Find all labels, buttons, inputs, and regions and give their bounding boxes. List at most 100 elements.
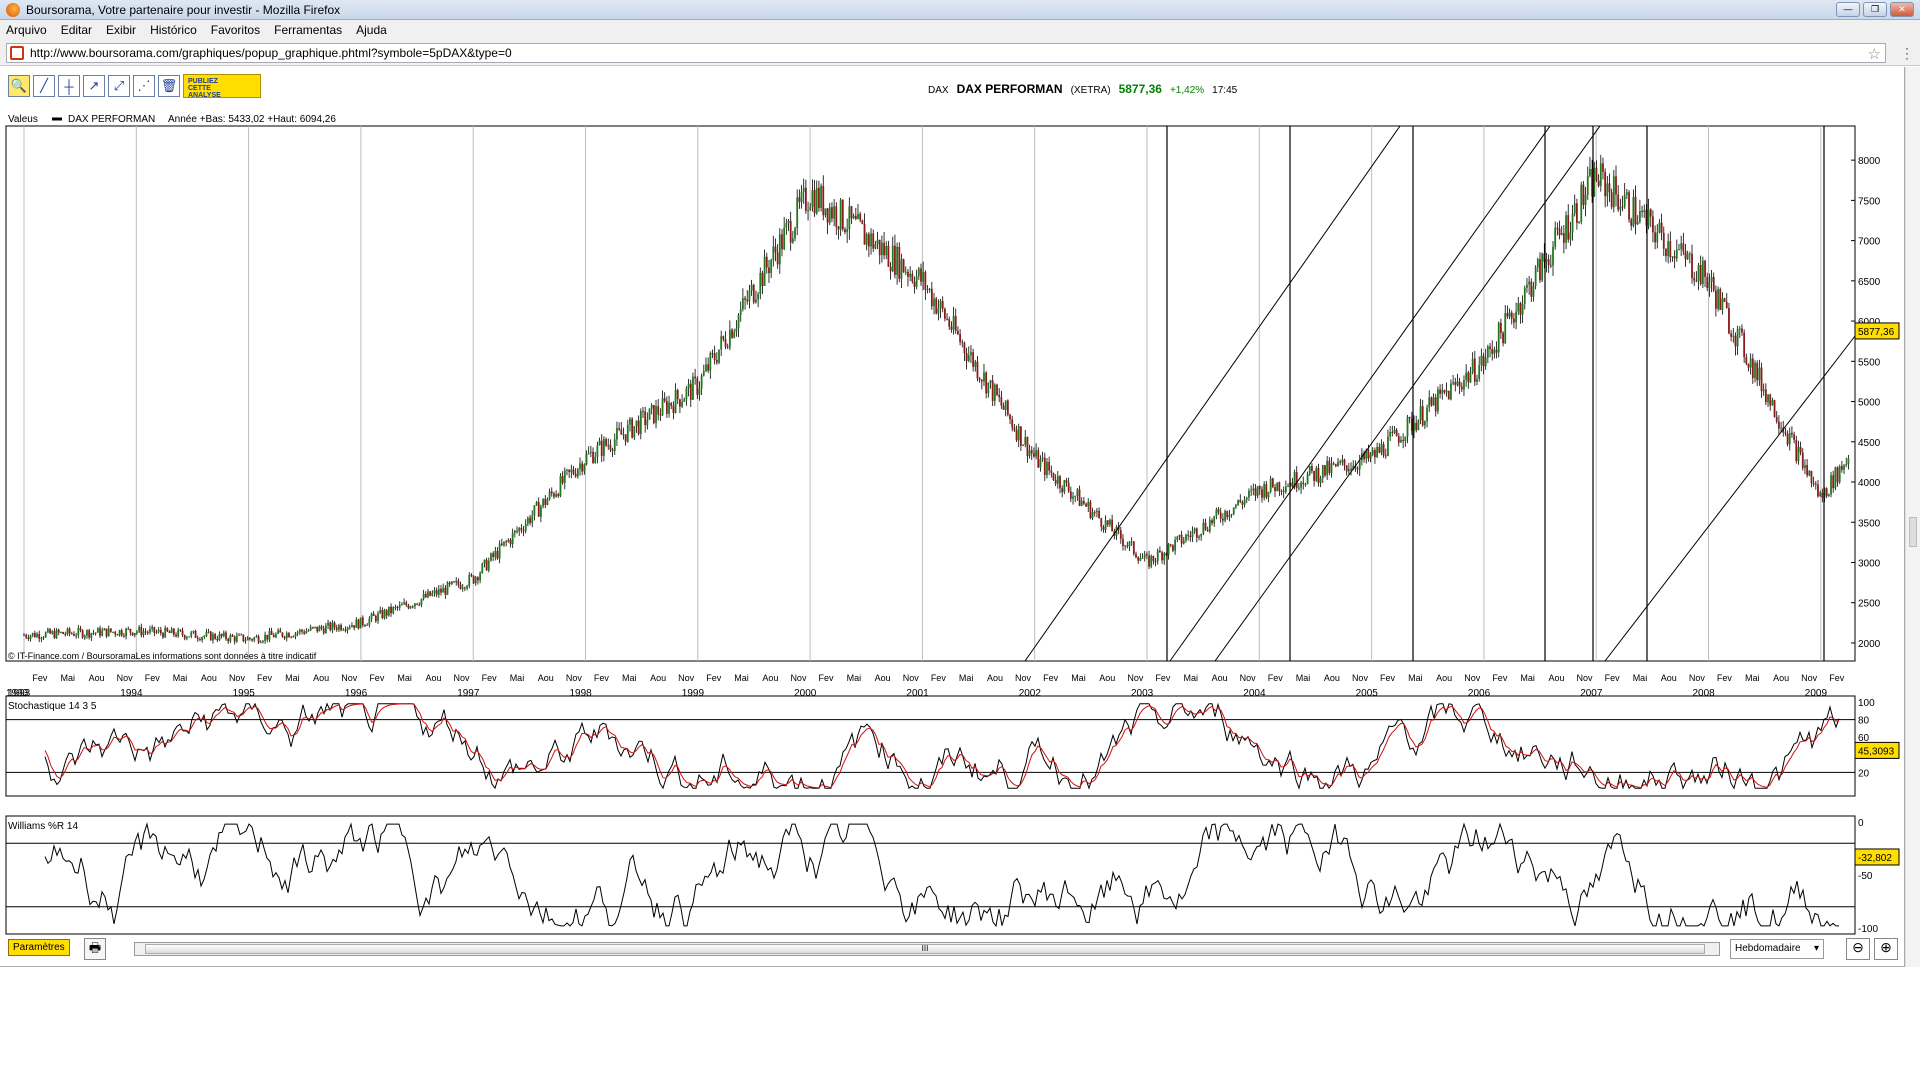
- candle-body: [724, 339, 727, 347]
- channel-tool-icon[interactable]: ⤢: [108, 75, 130, 97]
- candle-body: [387, 606, 390, 616]
- zoom-out-icon[interactable]: ⊖: [1846, 938, 1870, 960]
- candle-body: [401, 604, 403, 606]
- scroll-thumb[interactable]: [1909, 517, 1917, 547]
- candle-body: [1341, 459, 1344, 463]
- menu-favoritos[interactable]: Favoritos: [210, 23, 261, 37]
- zoom-in-icon[interactable]: ⊕: [1874, 938, 1898, 960]
- candle-body: [1515, 311, 1517, 323]
- candle-body: [1213, 516, 1216, 524]
- candle-body: [1204, 522, 1207, 530]
- candle-body: [531, 515, 534, 524]
- regression-tool-icon[interactable]: ↗: [83, 75, 105, 97]
- price-tick-label: 2500: [1858, 599, 1881, 610]
- menu-arquivo[interactable]: Arquivo: [6, 23, 47, 37]
- candle-body: [1832, 475, 1835, 489]
- bookmark-star-icon[interactable]: ☆: [1867, 46, 1881, 63]
- candle-body: [833, 206, 836, 219]
- candle-body: [1819, 492, 1822, 497]
- candle-body: [1217, 509, 1220, 513]
- minimize-button[interactable]: —: [1836, 2, 1860, 17]
- candle-body: [1265, 484, 1268, 498]
- candle-body: [1282, 490, 1285, 492]
- candle-body: [1447, 390, 1450, 400]
- candle-body: [655, 406, 657, 424]
- candle-body: [809, 206, 812, 211]
- address-url[interactable]: http://www.boursorama.com/graphiques/pop…: [30, 46, 512, 60]
- candle-body: [1191, 531, 1194, 538]
- chart-scroll-thumb[interactable]: III: [145, 944, 1705, 954]
- candle-body: [1641, 211, 1643, 213]
- candle-body: [1749, 358, 1752, 368]
- horizontal-line-tool-icon[interactable]: ┼: [58, 75, 80, 97]
- candle-body: [794, 228, 796, 239]
- menu-ajuda[interactable]: Ajuda: [356, 23, 387, 37]
- candle-body: [1814, 483, 1817, 485]
- candle-body: [29, 635, 32, 640]
- menu-ferramentas[interactable]: Ferramentas: [274, 23, 343, 37]
- print-icon[interactable]: 🖶: [84, 938, 106, 960]
- candle-body: [440, 588, 442, 593]
- candle-body: [950, 326, 953, 330]
- candle-body: [1011, 419, 1014, 428]
- menu-grip-icon[interactable]: ⋮: [1900, 45, 1914, 61]
- candle-body: [1091, 512, 1094, 519]
- candle-body: [1415, 422, 1418, 431]
- candle-body: [1033, 453, 1035, 457]
- candle-body: [112, 631, 114, 633]
- restore-button[interactable]: ❐: [1863, 2, 1887, 17]
- candle-body: [1347, 468, 1350, 472]
- candle-body: [1406, 417, 1409, 437]
- candle-body: [507, 539, 510, 542]
- address-bar[interactable]: http://www.boursorama.com/graphiques/pop…: [6, 43, 1886, 63]
- menu-exibir[interactable]: Exibir: [106, 23, 137, 37]
- trendline-tool-icon[interactable]: ╱: [33, 75, 55, 97]
- candle-body: [1228, 514, 1231, 518]
- candle-body: [965, 353, 968, 361]
- candle-body: [468, 574, 471, 587]
- candle-body: [220, 633, 223, 637]
- candle-body: [622, 434, 625, 436]
- candle-body: [225, 632, 227, 639]
- chart-horizontal-scrollbar[interactable]: III: [134, 942, 1720, 956]
- trash-icon[interactable]: 🗑: [158, 75, 180, 97]
- close-button[interactable]: ✕: [1890, 2, 1914, 17]
- zoom-tool-icon[interactable]: 🔍: [8, 75, 30, 97]
- menu-editar[interactable]: Editar: [60, 23, 93, 37]
- candle-body: [902, 259, 905, 273]
- candle-body: [626, 424, 629, 442]
- candle-body: [1017, 426, 1020, 441]
- parameters-button[interactable]: Paramètres: [8, 939, 70, 956]
- candle-body: [1380, 444, 1383, 453]
- williams-axis-label: 0: [1858, 818, 1864, 829]
- candle-body: [926, 289, 929, 291]
- publish-analysis-button[interactable]: PUBLIEZ CETTE ANALYSE: [183, 74, 261, 99]
- candle-body: [1528, 281, 1531, 285]
- candle-body: [1634, 196, 1637, 225]
- candle-body: [1248, 490, 1250, 498]
- candle-body: [676, 389, 679, 400]
- month-label: Mai: [1183, 673, 1198, 683]
- candle-body: [1078, 489, 1081, 506]
- candle-body: [1437, 389, 1439, 412]
- candle-body: [878, 239, 881, 256]
- candle-body: [164, 627, 167, 638]
- candle-body: [301, 629, 303, 632]
- candle-body: [1708, 281, 1711, 289]
- period-select[interactable]: Hebdomadaire: [1730, 939, 1824, 959]
- month-label: Aou: [1099, 673, 1115, 683]
- stochastic-label: Stochastique 14 3 5: [8, 701, 97, 712]
- candle-body: [77, 628, 80, 636]
- candle-body: [505, 541, 508, 543]
- year-label: 2002: [1019, 688, 1042, 699]
- fan-tool-icon[interactable]: ⋰: [133, 75, 155, 97]
- menu-historico[interactable]: Histórico: [150, 23, 197, 37]
- candle-body: [537, 502, 540, 517]
- candle-body: [1111, 519, 1114, 532]
- candle-body: [1504, 313, 1507, 344]
- candle-body: [1695, 280, 1698, 282]
- vertical-scrollbar[interactable]: [1905, 67, 1920, 967]
- candle-body: [70, 633, 73, 635]
- candle-body: [1421, 406, 1424, 426]
